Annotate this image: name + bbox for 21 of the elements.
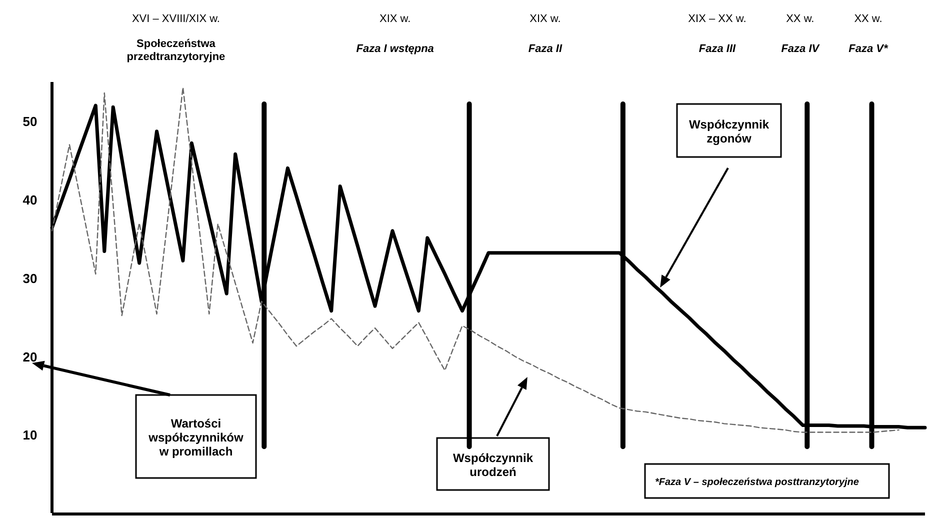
text: Społeczeństwa przedtranzytoryjne: [126, 38, 226, 63]
y-tick-label: 20: [22, 349, 38, 364]
text: XIX – XX w.: [688, 13, 746, 25]
text: XX w.: [854, 13, 882, 25]
text: Faza V*: [848, 43, 889, 55]
text: XIX w.: [379, 13, 411, 25]
text: Faza IV: [781, 43, 821, 55]
annotation: Wartości współczynników w promillach: [148, 416, 244, 458]
text: XIX w.: [530, 13, 561, 25]
text: Faza II: [528, 43, 563, 55]
annotation: Współczynnik zgonów: [688, 118, 770, 146]
y-tick-label: 30: [22, 270, 38, 286]
text: XVI – XVIII/XIX w.: [132, 13, 220, 25]
text: Faza I wstępna: [356, 43, 434, 55]
text: Faza III: [698, 43, 737, 55]
y-tick-label: 10: [22, 428, 38, 443]
annotation: Współczynnik urodzeń: [452, 451, 534, 479]
text: XX w.: [786, 13, 814, 25]
y-tick-label: 40: [22, 192, 38, 208]
y-tick-label: 50: [22, 114, 38, 130]
annotation: *Faza V – społeczeństwa posttranzytoryjne: [655, 477, 860, 488]
